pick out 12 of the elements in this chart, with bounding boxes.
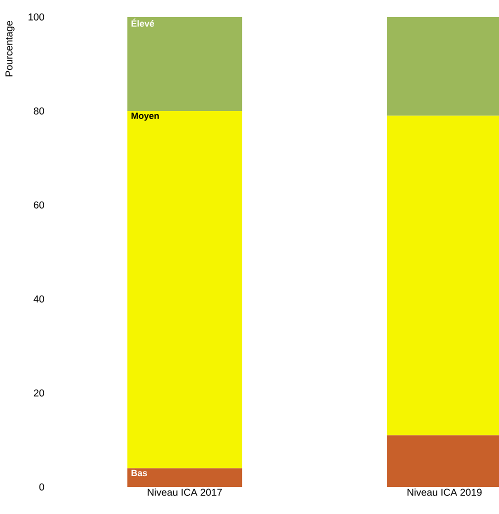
series-label: Élevé [132, 18, 154, 27]
series-label: Bas [132, 470, 148, 476]
y-tick-label: 80 [34, 107, 44, 115]
series-label: Moyen [132, 112, 159, 121]
y-axis-title: Pourcentage [6, 20, 14, 76]
y-tick-label: 100 [28, 13, 44, 21]
y-tick-label: 60 [34, 201, 44, 209]
y-tick-label: 20 [34, 389, 44, 397]
y-tick-label: 0 [39, 483, 44, 491]
x-tick-label: Niveau ICA 2017 [148, 488, 222, 496]
y-tick-label: 40 [34, 295, 44, 303]
x-tick-label: Niveau ICA 2019 [408, 488, 482, 496]
